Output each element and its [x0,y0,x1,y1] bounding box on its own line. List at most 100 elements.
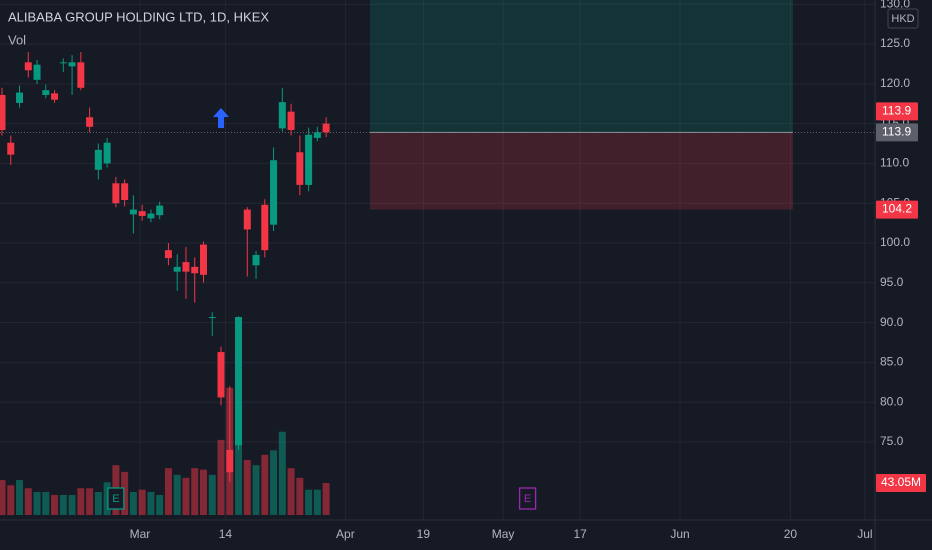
volume-bar [217,439,225,515]
volume-bar [199,469,207,515]
volume-bar [33,491,41,515]
y-tick-label: 120.0 [880,76,910,90]
x-tick-label: Mar [130,527,151,541]
axes: 75.080.085.090.095.0100.0105.0110.0115.0… [130,0,926,541]
candle-body [226,449,234,473]
candle-body [322,123,330,133]
volume-label-box [876,473,926,492]
volume-bar [103,482,111,515]
volume-bar [313,489,321,515]
event-label: E [112,493,119,505]
candle-body [199,244,207,275]
candle-body [42,90,50,95]
volume-bar [86,488,94,515]
candle-body [59,62,67,64]
y-tick-label: 125.0 [880,36,910,50]
candle-body [129,209,137,215]
volume-label: 43.05M [881,475,921,489]
candle-body [278,102,286,129]
volume-bar [129,491,137,515]
candle-body [94,149,102,170]
volume-bar [164,468,172,515]
candle-body [77,62,85,88]
volume-bar [243,459,251,515]
candle-body [0,94,6,130]
y-tick-label: 75.0 [880,434,904,448]
candle-body [252,254,260,266]
volume-bar [94,491,102,515]
price-label: 113.9 [882,125,911,139]
volume-bar [208,474,216,515]
candle-body [147,213,155,219]
candle-body [24,62,32,71]
candle-body [270,160,278,225]
candle-body [235,317,243,446]
volume-bar [42,491,50,515]
volume-bar [191,468,199,515]
chart-title: ALIBABA GROUP HOLDING LTD, 1D, HKEX [8,9,269,24]
currency-box [887,8,919,29]
candle-body [261,204,269,251]
x-tick-label: 19 [417,527,431,541]
candle-body [51,93,59,100]
candle-body [296,152,304,185]
candle-body [68,62,76,67]
y-tick-label: 110.0 [880,156,909,170]
volume-bar [59,494,67,515]
candle-body [103,142,111,164]
volume-bar [156,494,164,515]
volume-bar [270,450,278,515]
volume-bar [68,494,76,515]
y-tick-label: 90.0 [880,315,904,329]
y-tick-label: 130.0 [880,0,910,10]
currency: HKD [891,13,914,25]
price-label: 113.9 [882,104,911,118]
candle-body [112,183,120,204]
candle-body [33,64,41,80]
volume-bar [278,431,286,515]
candle-body [217,352,225,398]
candle-body [156,205,164,216]
candle-body [121,183,129,201]
y-tick-label: 85.0 [880,355,904,369]
x-tick-label: Jun [670,527,689,541]
volume-bar [121,471,129,515]
y-tick-label: 80.0 [880,394,904,408]
volume-bar [51,494,59,515]
volume-bar [287,468,295,515]
volume-bar [296,477,304,515]
volume-bar [305,489,313,515]
x-tick-label: 14 [219,527,233,541]
volume-bar [173,474,181,515]
candle-body [164,250,172,259]
volume-bar [24,488,32,515]
volume-bar [322,482,330,515]
volume-bar [235,404,243,515]
candle-body [191,266,199,274]
event-label: E [524,493,531,505]
x-tick-label: Jul [857,527,872,541]
event-marker [518,487,537,510]
volume-bar [261,454,269,515]
candle-body [243,209,251,230]
x-tick-label: 17 [573,527,587,541]
arrow-marker [213,108,229,128]
y-tick-label: 95.0 [880,275,904,289]
candle-body [208,317,216,319]
volume-legend: Vol [8,32,26,47]
price-label-box [876,200,918,219]
volume-bar [16,480,24,515]
candle-body [16,92,24,103]
candle-body [313,132,321,138]
profit-zone [369,0,794,133]
grid [0,0,875,520]
volume-bar [252,465,260,515]
volume-bar [182,477,190,515]
loss-zone [369,132,794,210]
candle-body [173,266,181,272]
price-label-box [876,102,918,121]
event-marker [107,487,125,510]
x-tick-label: Apr [336,527,355,541]
